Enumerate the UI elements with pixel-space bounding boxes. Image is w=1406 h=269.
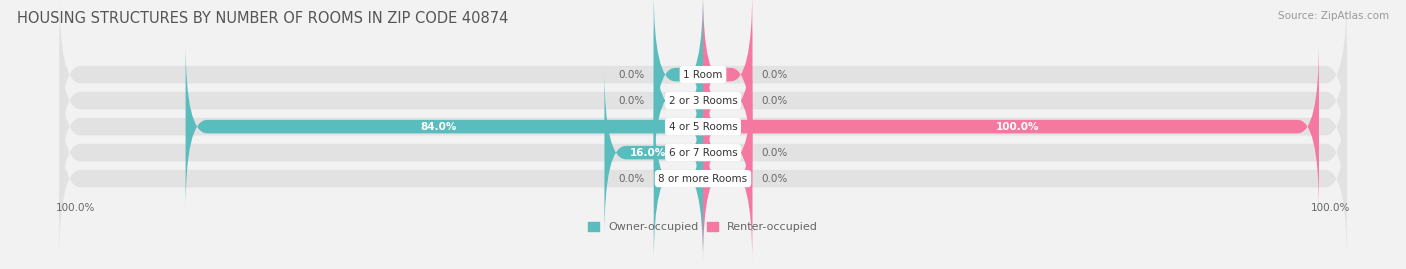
Text: 0.0%: 0.0% <box>619 70 644 80</box>
FancyBboxPatch shape <box>703 68 752 237</box>
FancyBboxPatch shape <box>703 0 752 159</box>
FancyBboxPatch shape <box>59 44 1347 209</box>
Text: 16.0%: 16.0% <box>630 148 665 158</box>
Legend: Owner-occupied, Renter-occupied: Owner-occupied, Renter-occupied <box>588 222 818 232</box>
Text: 0.0%: 0.0% <box>762 70 787 80</box>
FancyBboxPatch shape <box>59 70 1347 235</box>
FancyBboxPatch shape <box>59 97 1347 261</box>
Text: 0.0%: 0.0% <box>762 95 787 106</box>
FancyBboxPatch shape <box>703 42 1319 211</box>
Text: 84.0%: 84.0% <box>420 122 457 132</box>
FancyBboxPatch shape <box>703 16 752 185</box>
FancyBboxPatch shape <box>59 0 1347 157</box>
FancyBboxPatch shape <box>654 0 703 159</box>
Text: 0.0%: 0.0% <box>762 148 787 158</box>
Text: 100.0%: 100.0% <box>1310 203 1350 213</box>
FancyBboxPatch shape <box>59 19 1347 183</box>
FancyBboxPatch shape <box>654 94 703 263</box>
Text: 2 or 3 Rooms: 2 or 3 Rooms <box>669 95 737 106</box>
Text: 4 or 5 Rooms: 4 or 5 Rooms <box>669 122 737 132</box>
Text: 8 or more Rooms: 8 or more Rooms <box>658 174 748 184</box>
FancyBboxPatch shape <box>186 42 703 211</box>
Text: 6 or 7 Rooms: 6 or 7 Rooms <box>669 148 737 158</box>
Text: Source: ZipAtlas.com: Source: ZipAtlas.com <box>1278 11 1389 21</box>
FancyBboxPatch shape <box>703 94 752 263</box>
Text: 0.0%: 0.0% <box>619 174 644 184</box>
Text: 0.0%: 0.0% <box>762 174 787 184</box>
Text: HOUSING STRUCTURES BY NUMBER OF ROOMS IN ZIP CODE 40874: HOUSING STRUCTURES BY NUMBER OF ROOMS IN… <box>17 11 508 26</box>
FancyBboxPatch shape <box>605 68 703 237</box>
Text: 1 Room: 1 Room <box>683 70 723 80</box>
FancyBboxPatch shape <box>654 16 703 185</box>
Text: 0.0%: 0.0% <box>619 95 644 106</box>
Text: 100.0%: 100.0% <box>56 203 96 213</box>
Text: 100.0%: 100.0% <box>995 122 1039 132</box>
